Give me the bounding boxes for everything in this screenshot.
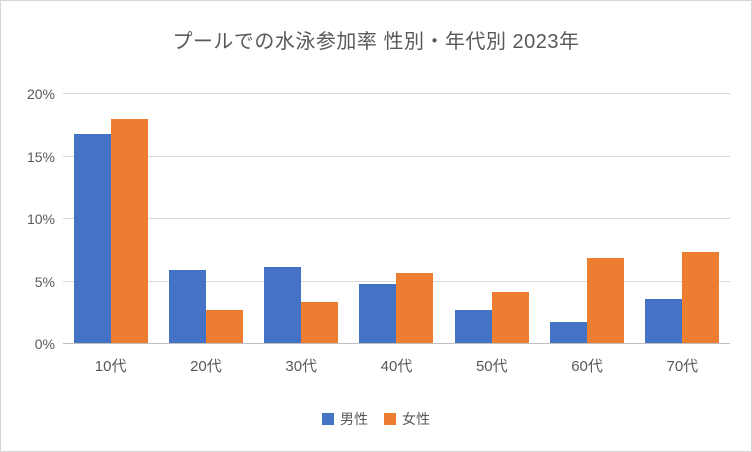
bar-女性-60代	[587, 257, 625, 344]
legend-item-female: 女性	[384, 409, 430, 429]
bar-女性-30代	[301, 301, 339, 344]
x-tick-label-60代: 60代	[571, 358, 603, 375]
y-tick-label-10%: 10%	[26, 211, 55, 227]
bar-group-10代	[63, 94, 158, 344]
chart-title: プールでの水泳参加率 性別・年代別 2023年	[172, 31, 580, 53]
x-tick-label-10代: 10代	[94, 358, 127, 375]
legend-swatch-male	[322, 413, 334, 425]
bar-group-30代	[254, 94, 349, 344]
bar-男性-40代	[359, 284, 397, 344]
legend-label-male: 男性	[340, 411, 368, 427]
gridline-10	[63, 218, 730, 219]
x-axis-line	[63, 343, 730, 344]
gridline-15	[63, 155, 730, 157]
y-tick-label-5%: 5%	[34, 273, 55, 290]
x-tick-label-30代: 30代	[285, 358, 318, 375]
y-tick-label-20%: 20%	[26, 86, 55, 102]
x-tick-label-70代: 70代	[666, 358, 699, 375]
bar-男性-50代	[454, 310, 492, 344]
y-tick-label-15%: 15%	[26, 148, 55, 165]
bar-女性-40代	[396, 272, 434, 344]
gridline-20	[63, 93, 730, 94]
bar-group-70代	[635, 94, 730, 344]
legend: 男性 女性	[1, 409, 751, 429]
bar-groups	[63, 94, 730, 344]
bar-女性-20代	[205, 310, 243, 344]
legend-label-female: 女性	[402, 411, 430, 427]
bar-男性-10代	[73, 134, 111, 344]
x-tick-label-20代: 20代	[190, 358, 222, 375]
bar-男性-70代	[645, 299, 683, 344]
bar-男性-60代	[550, 321, 588, 344]
y-tick-label-0%: 0%	[34, 336, 55, 352]
x-tick-label-50代: 50代	[475, 358, 508, 375]
bar-group-40代	[349, 94, 444, 344]
bar-group-60代	[539, 94, 634, 344]
bar-女性-70代	[682, 251, 720, 344]
bar-女性-50代	[491, 291, 529, 344]
bar-男性-20代	[168, 270, 206, 344]
plot-area	[63, 93, 730, 344]
legend-swatch-female	[384, 413, 396, 425]
legend-item-male: 男性	[322, 409, 368, 429]
bar-group-20代	[158, 94, 253, 344]
bar-女性-10代	[110, 119, 148, 344]
bar-男性-30代	[264, 266, 302, 344]
bar-group-50代	[444, 94, 539, 344]
x-tick-label-40代: 40代	[380, 358, 413, 375]
